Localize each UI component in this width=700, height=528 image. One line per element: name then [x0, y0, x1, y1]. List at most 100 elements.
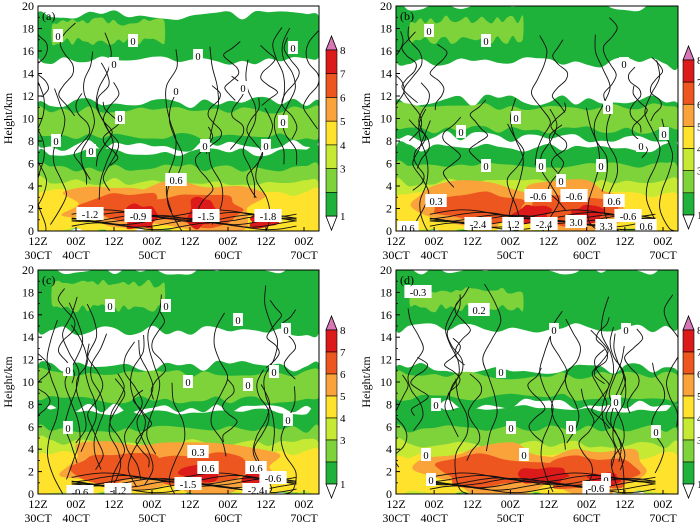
contour-line: [46, 320, 64, 494]
contour-line: [593, 316, 610, 385]
x-tick-label-date: 40CT: [420, 511, 448, 525]
x-tick-label-time: 00Z: [501, 497, 520, 511]
contour-label: 0: [288, 41, 298, 55]
contour-label: -1.5: [174, 477, 202, 491]
x-tick-label-date: 50CT: [497, 511, 525, 525]
contour-line: [87, 343, 104, 470]
contour-label: 0: [161, 299, 171, 313]
colorbar-segment: [682, 192, 695, 216]
y-tick-label: 18: [380, 22, 392, 36]
colorbar-segment: [325, 395, 338, 419]
svg-text:0: 0: [423, 451, 428, 462]
y-tick-label: 2: [386, 202, 392, 216]
x-tick-label-date: 30CT: [382, 248, 410, 262]
contour-line: [95, 62, 113, 167]
contour-line: [591, 349, 611, 429]
x-tick-label-date: 60CT: [214, 248, 242, 262]
panel-4: -0.30.2000000000000-0.6(d)02468101214161…: [359, 258, 679, 525]
contour-line: [585, 107, 601, 231]
panel-label: (d): [400, 273, 414, 287]
contour-line: [281, 37, 300, 140]
svg-text:0: 0: [428, 476, 433, 487]
svg-text:0: 0: [195, 52, 200, 63]
contour-line: [80, 303, 98, 452]
contour-label: -2.4: [530, 217, 558, 231]
contour-line: [90, 333, 108, 470]
contour-line: [407, 308, 424, 431]
contour-line: [246, 97, 264, 199]
contour-label: 0: [506, 421, 516, 435]
x-tick-label-time: 00Z: [577, 497, 596, 511]
svg-text:1.2: 1.2: [506, 220, 519, 231]
panel-label: (c): [42, 273, 55, 287]
y-tick-label: 4: [386, 179, 392, 193]
contour-label: 0: [238, 81, 248, 95]
svg-text:3.0: 3.0: [569, 218, 582, 229]
contour-label: 0.6: [165, 173, 187, 187]
svg-text:0.6: 0.6: [607, 197, 620, 208]
contour-label: -2.4: [464, 217, 492, 231]
contour-label: -1.5: [192, 209, 220, 223]
contour-label: -0.6: [560, 189, 588, 203]
contour-line: [38, 80, 47, 207]
svg-text:0: 0: [55, 32, 60, 43]
colorbar-tick-label: 3: [697, 166, 700, 178]
fill-upper-3: [409, 15, 524, 44]
plot-area: -0.30.2000000000000-0.6: [396, 270, 678, 494]
contour-label: 0: [619, 57, 629, 71]
y-tick-label: 14: [380, 67, 392, 81]
colorbar-segment: [682, 148, 695, 171]
contour-label: 0: [183, 375, 193, 389]
colorbar-tick-label: 5: [340, 116, 346, 128]
contour-line: [50, 88, 67, 225]
x-tick-label-time: 12Z: [615, 234, 634, 248]
svg-text:0.6: 0.6: [169, 176, 182, 187]
colorbar-segment: [682, 59, 695, 83]
contour-label: 0: [556, 174, 566, 188]
contour-line: [602, 17, 618, 104]
x-tick-label-date: 70CT: [290, 511, 318, 525]
contour-line: [539, 336, 554, 493]
colorbar-segment: [325, 144, 338, 169]
y-tick-label: 18: [380, 285, 392, 299]
svg-text:-0.9: -0.9: [130, 212, 147, 223]
contour-line: [396, 374, 409, 468]
colorbar-tick-label: 7: [697, 77, 700, 89]
svg-text:0: 0: [508, 424, 513, 435]
y-tick-label: 20: [380, 0, 392, 13]
y-tick-label: 10: [380, 112, 392, 126]
fill-mid-3: [396, 370, 678, 402]
colorbar-segment: [325, 49, 338, 75]
svg-text:0: 0: [521, 451, 526, 462]
contour-line: [255, 107, 273, 231]
colorbar-segment: [325, 97, 338, 122]
y-tick-label: 10: [22, 375, 34, 389]
x-tick-label-date: 60CT: [573, 511, 601, 525]
contour-label: 0: [536, 159, 546, 173]
x-tick-label-time: 12Z: [386, 234, 405, 248]
contour-label: -0.9: [124, 209, 152, 223]
svg-text:0.6: 0.6: [639, 222, 652, 233]
colorbar-tick-label: 6: [340, 369, 346, 381]
y-tick-label: 14: [380, 330, 392, 344]
x-tick-label-time: 00Z: [294, 234, 313, 248]
contour-label: 0: [426, 473, 436, 487]
x-tick-label-time: 12Z: [463, 497, 482, 511]
y-tick-label: 16: [380, 44, 392, 58]
svg-text:-1.2: -1.2: [110, 486, 127, 497]
svg-text:0: 0: [130, 37, 135, 48]
contour-line: [146, 294, 162, 455]
contour-label: 0: [63, 421, 73, 435]
svg-text:0: 0: [433, 401, 438, 412]
contour-line: [429, 472, 656, 481]
contour-label: 0.6: [397, 221, 419, 231]
x-tick-label-time: 12Z: [180, 497, 199, 511]
svg-text:-1.8: -1.8: [260, 212, 277, 223]
y-tick-label: 4: [28, 179, 34, 193]
colorbar-segment: [682, 417, 695, 441]
y-tick-label: 12: [22, 89, 34, 103]
svg-text:0: 0: [271, 368, 276, 379]
colorbar-tick-label: 4: [340, 140, 346, 152]
y-tick-label: 0: [386, 224, 392, 238]
